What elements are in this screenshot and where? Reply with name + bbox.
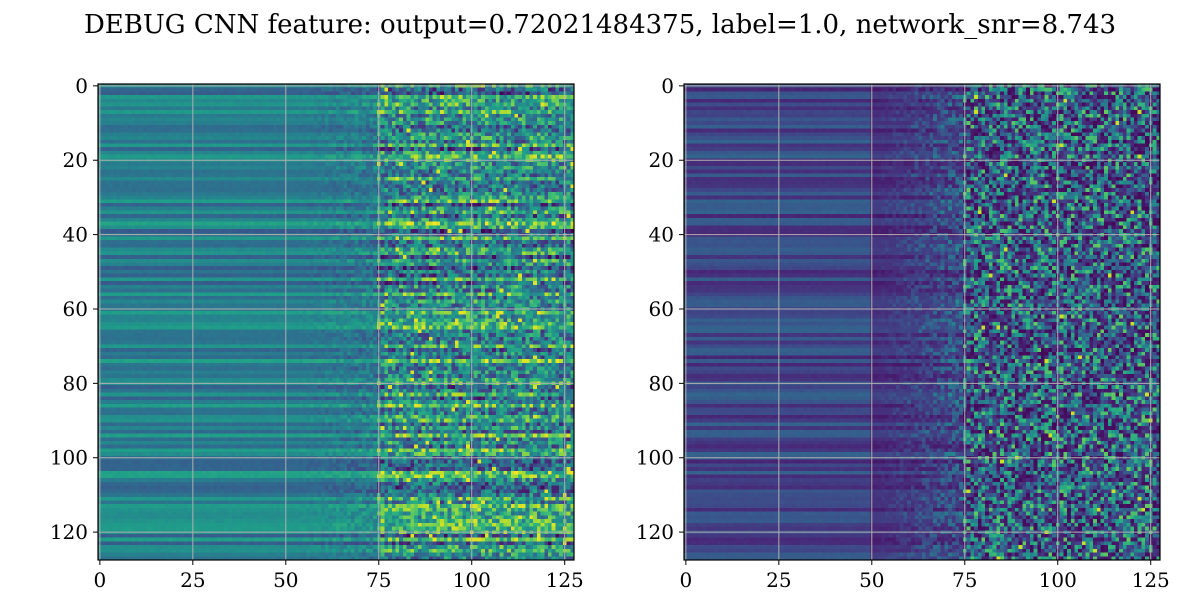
y-tick-label: 20 <box>63 148 88 172</box>
y-tick-label: 60 <box>63 297 88 321</box>
heatmap-panel-1: 0 25 50 75 100 125 0 20 40 60 80 100 120 <box>50 74 584 592</box>
x-tick-label: 50 <box>859 568 884 592</box>
x-tick-label: 50 <box>273 568 298 592</box>
y-tick-label: 0 <box>661 74 674 98</box>
heatmap-image <box>98 84 574 560</box>
y-tick-label: 120 <box>636 520 674 544</box>
figure-title: DEBUG CNN feature: output=0.72021484375,… <box>83 10 1117 40</box>
x-tick-label: 0 <box>93 568 106 592</box>
x-tick-label: 0 <box>679 568 692 592</box>
x-tick-label: 125 <box>546 568 584 592</box>
x-tick-label: 25 <box>180 568 205 592</box>
axes-frame <box>683 83 1161 561</box>
y-tick-label: 80 <box>649 371 674 395</box>
x-tick-label: 100 <box>453 568 491 592</box>
heatmap-image <box>684 84 1160 560</box>
y-tick-label: 100 <box>50 446 88 470</box>
x-tick-label: 100 <box>1039 568 1077 592</box>
heatmap-panel-2: 0 25 50 75 100 125 0 20 40 60 80 100 120 <box>636 74 1170 592</box>
y-tick-label: 40 <box>63 223 88 247</box>
y-tick-label: 40 <box>649 223 674 247</box>
y-tick-label: 60 <box>649 297 674 321</box>
y-tick-label: 20 <box>649 148 674 172</box>
y-tick-label: 100 <box>636 446 674 470</box>
x-tick-label: 75 <box>366 568 391 592</box>
y-tick-label: 80 <box>63 371 88 395</box>
x-tick-label: 125 <box>1132 568 1170 592</box>
axes-frame <box>97 83 575 561</box>
y-tick-label: 0 <box>75 74 88 98</box>
y-tick-label: 120 <box>50 520 88 544</box>
x-tick-label: 75 <box>952 568 977 592</box>
x-tick-label: 25 <box>766 568 791 592</box>
